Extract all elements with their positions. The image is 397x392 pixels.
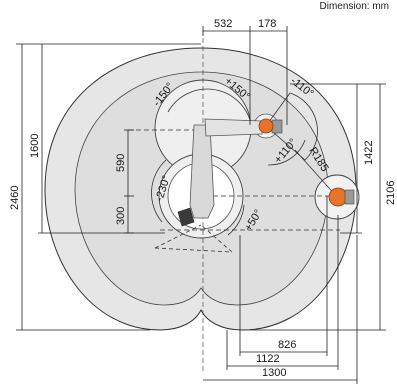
dim-1300: 1300 (262, 367, 286, 379)
dim-1600: 1600 (29, 134, 41, 158)
arc-230 (151, 159, 167, 223)
robot-wrist-flange (271, 119, 283, 134)
dim-300: 300 (115, 207, 127, 225)
arc-p110 (267, 139, 306, 166)
dashed-base-triangle-left (154, 224, 202, 249)
dimension-right (250, 83, 386, 331)
robot-base (177, 207, 195, 227)
dimension-bottom (203, 196, 358, 384)
robot-lower-motor (328, 187, 348, 207)
robot-lower-flange (344, 189, 355, 205)
dim-2106: 2106 (385, 181, 397, 205)
dim-1422: 1422 (363, 141, 375, 165)
sector-110 (265, 92, 318, 161)
dimension-left (16, 43, 201, 331)
robot-arm (177, 118, 355, 227)
robot-upper-arm (204, 118, 263, 137)
dashed-r185-line (294, 149, 338, 198)
arc-150 (167, 88, 251, 121)
dimension-top (202, 26, 288, 125)
robot-lower-arm (189, 124, 215, 219)
dashed-base-triangle-bottom (154, 247, 233, 253)
dim-590: 590 (115, 154, 127, 172)
dim-2460: 2460 (9, 186, 21, 210)
robot-upper-motor (258, 118, 274, 134)
dim-532: 532 (214, 18, 232, 30)
unit-label: Dimension: mm (319, 1, 389, 12)
dim-178: 178 (258, 18, 276, 30)
dim-1122: 1122 (256, 353, 280, 365)
arc-50 (227, 204, 245, 236)
dim-826: 826 (278, 339, 296, 351)
